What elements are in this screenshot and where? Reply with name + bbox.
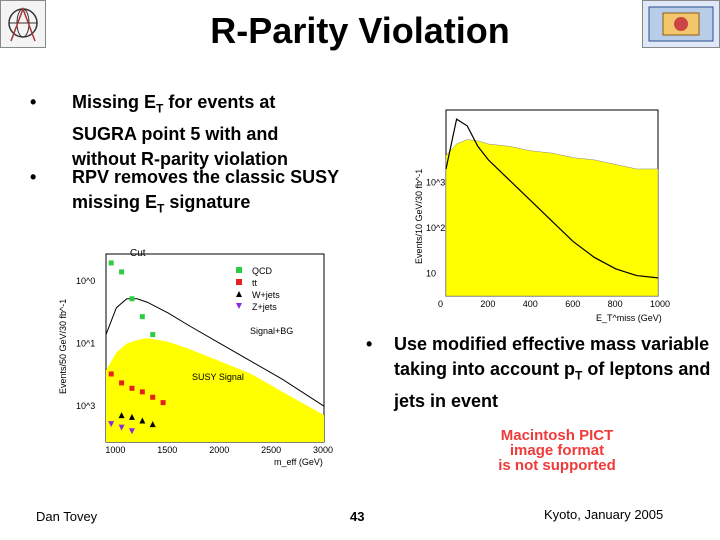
legend-label: QCD bbox=[252, 266, 273, 276]
bullet-3: Use modified effective mass variable tak… bbox=[394, 334, 711, 411]
meff-point-qcd bbox=[150, 332, 156, 338]
page-title: R-Parity Violation bbox=[210, 10, 510, 51]
page-number: 43 bbox=[350, 509, 365, 524]
meff-xtick-label: 1500 bbox=[157, 445, 177, 455]
atlas-logo-art bbox=[8, 6, 38, 42]
met-sugra-line bbox=[445, 118, 659, 279]
meff-point-tt bbox=[150, 394, 156, 400]
legend-label: W+jets bbox=[252, 290, 280, 300]
bullet-1: Missing ET for events at SUGRA point 5 w… bbox=[72, 92, 288, 169]
met-xtick-label: 400 bbox=[523, 299, 538, 309]
pict-line: image format bbox=[509, 442, 605, 459]
legend-marker bbox=[236, 279, 242, 285]
meff-xticks: 1000 1500 2000 2500 3000 bbox=[105, 445, 333, 455]
meff-xtick-label: 3000 bbox=[313, 445, 333, 455]
meff-point-qcd bbox=[119, 269, 125, 275]
meff-signal-area bbox=[106, 338, 324, 442]
bullet-list: • Missing ET for events at SUGRA point 5… bbox=[0, 90, 360, 220]
meff-point-zjets bbox=[118, 424, 125, 431]
meff-point-wjets bbox=[139, 417, 146, 424]
met-ylabel: Events/10 GeV/30 fb^-1 bbox=[414, 169, 424, 264]
meff-legend: QCD tt W+jets Z+jets bbox=[236, 266, 280, 312]
met-xtick-label: 0 bbox=[438, 299, 443, 309]
met-ytick-label: 10^2 bbox=[426, 223, 445, 233]
meff-point-qcd bbox=[129, 296, 135, 302]
met-chart: Events/10 GeV/30 fb^-1 10 10^2 10^3 0 200 40… bbox=[414, 109, 670, 323]
meff-chart: Events/50 GeV/30 fb^-1 10^0 10^1 10^3 1000… bbox=[58, 248, 333, 467]
met-ytick-label: 10^3 bbox=[426, 178, 445, 188]
meff-annot-sig: SUSY Signal bbox=[192, 372, 244, 382]
legend-marker bbox=[236, 267, 242, 273]
meff-xlabel: m_eff (GeV) bbox=[274, 457, 323, 467]
met-xtick-label: 800 bbox=[608, 299, 623, 309]
met-xticks: 0 200 400 600 800 1000 bbox=[438, 299, 670, 309]
atlas-logo bbox=[0, 0, 46, 48]
footer-author: Dan Tovey bbox=[36, 509, 98, 524]
pict-line: is not supported bbox=[498, 457, 616, 474]
meff-point-tt bbox=[160, 400, 166, 406]
bullet-dot: • bbox=[366, 334, 373, 354]
meff-signal-bg-line bbox=[105, 298, 325, 407]
meff-points bbox=[108, 260, 166, 435]
legend-marker bbox=[236, 303, 242, 309]
bullet-dot: • bbox=[30, 167, 37, 187]
bullet-right: • Use modified effective mass variable t… bbox=[366, 332, 716, 412]
meff-ylabel: Events/50 GeV/30 fb^-1 bbox=[58, 299, 68, 394]
meff-point-zjets bbox=[108, 421, 115, 428]
meff-point-tt bbox=[119, 380, 125, 386]
bullet-2: RPV removes the classic SUSY missing ET … bbox=[72, 167, 339, 216]
met-ytick-label: 10 bbox=[426, 268, 436, 278]
meff-point-qcd bbox=[108, 260, 114, 266]
detector-logo bbox=[642, 0, 720, 48]
meff-ytick-label: 10^0 bbox=[76, 276, 95, 286]
meff-point-wjets bbox=[149, 421, 156, 428]
meff-xtick-label: 2000 bbox=[209, 445, 229, 455]
meff-point-qcd bbox=[139, 314, 145, 320]
pict-placeholder: Macintosh PICT image format is not suppo… bbox=[452, 428, 662, 473]
meff-ytick-label: 10^3 bbox=[76, 401, 95, 411]
met-xtick-label: 200 bbox=[480, 299, 495, 309]
meff-point-tt bbox=[129, 385, 135, 391]
meff-xtick-label: 1000 bbox=[105, 445, 125, 455]
meff-point-zjets bbox=[128, 428, 135, 435]
meff-point-tt bbox=[108, 371, 114, 377]
legend-label: Z+jets bbox=[252, 302, 277, 312]
met-rpv-area bbox=[445, 139, 659, 297]
meff-annot-sbg: Signal+BG bbox=[250, 326, 293, 336]
footer-venue: Kyoto, January 2005 bbox=[544, 507, 664, 522]
detector-logo-art bbox=[648, 6, 714, 42]
met-yticks: 10 10^2 10^3 bbox=[426, 178, 445, 279]
pict-line: Macintosh PICT bbox=[500, 427, 614, 444]
meff-point-wjets bbox=[118, 412, 125, 419]
met-xtick-label: 1000 bbox=[650, 299, 670, 309]
met-xlabel: E_T^miss (GeV) bbox=[596, 313, 662, 323]
meff-xtick-label: 2500 bbox=[261, 445, 281, 455]
meff-point-wjets bbox=[128, 413, 135, 420]
meff-title: Cut bbox=[130, 248, 146, 259]
meff-ytick-label: 10^1 bbox=[76, 339, 95, 349]
meff-point-tt bbox=[139, 389, 145, 395]
bullet-dot: • bbox=[30, 92, 37, 112]
meff-yticks: 10^0 10^1 10^3 bbox=[76, 276, 95, 411]
legend-label: tt bbox=[252, 278, 258, 288]
met-xtick-label: 600 bbox=[565, 299, 580, 309]
legend-marker bbox=[236, 291, 242, 297]
